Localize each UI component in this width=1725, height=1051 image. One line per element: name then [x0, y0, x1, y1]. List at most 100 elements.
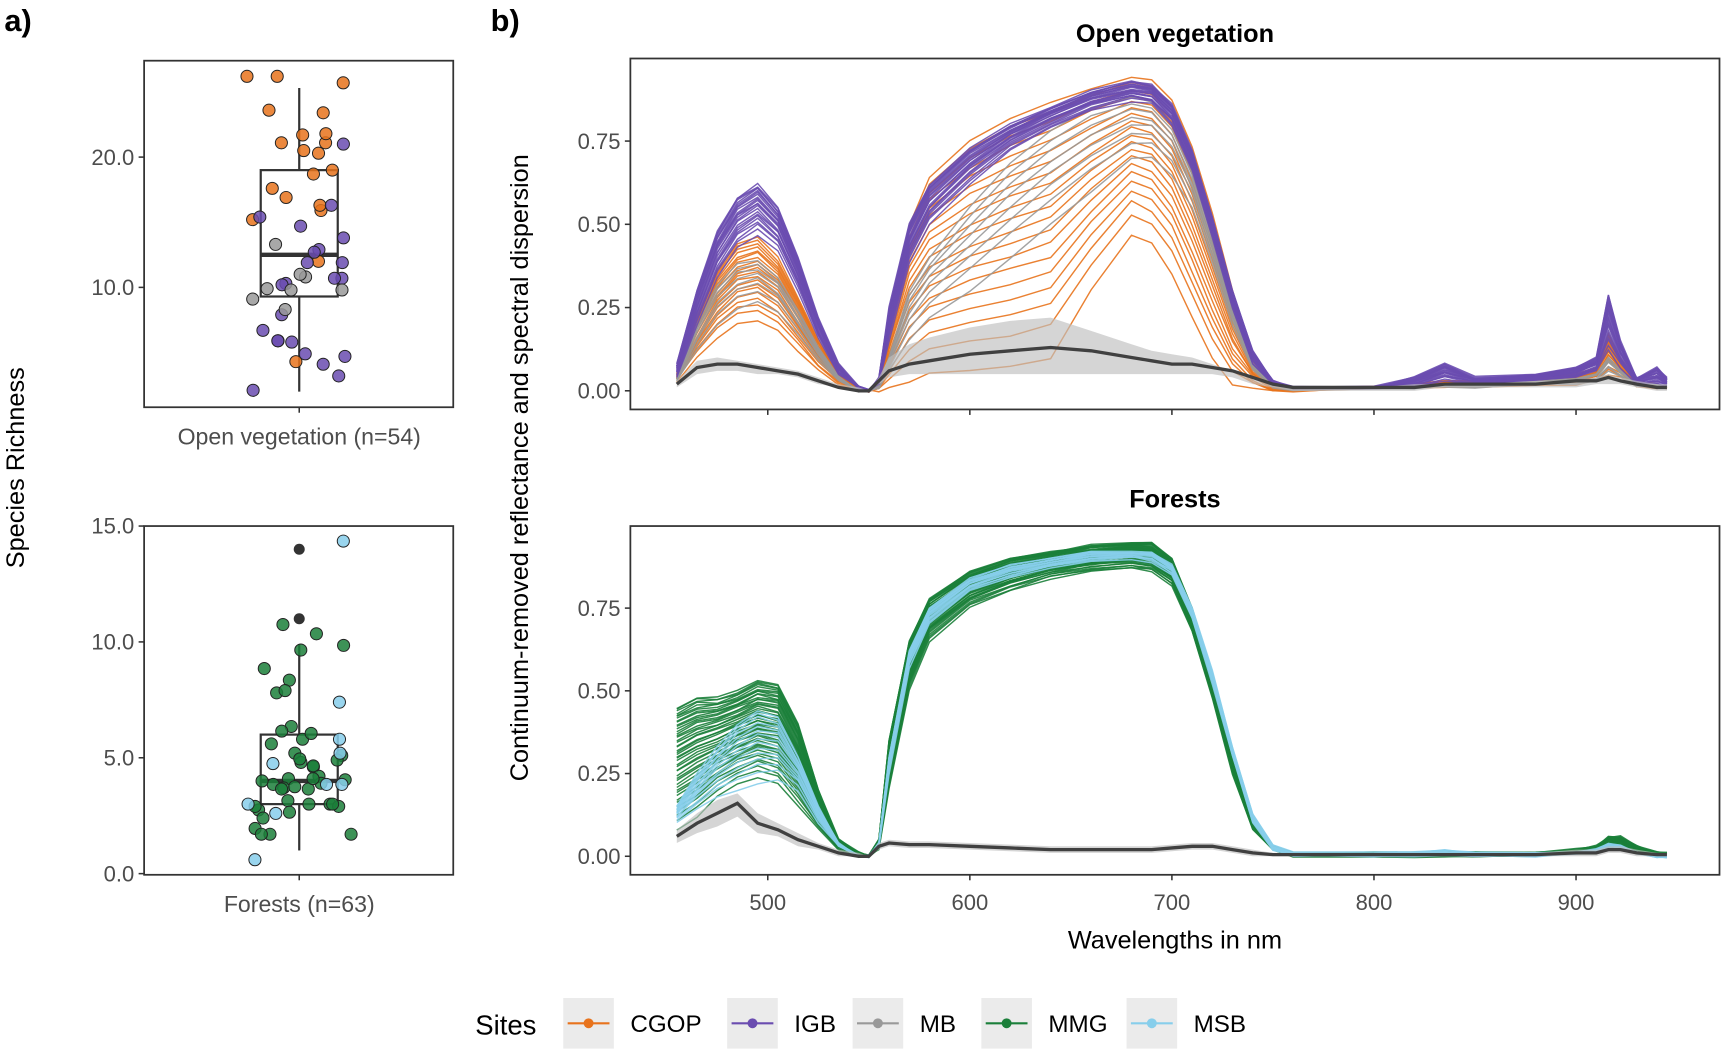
x-tick-label: 600 — [951, 890, 988, 915]
point-cgop — [336, 76, 350, 90]
point-igb — [256, 323, 270, 337]
point-igb — [307, 245, 321, 259]
y-tick-label: 0.00 — [578, 844, 621, 869]
point-mmg — [264, 737, 278, 751]
point-mb — [293, 267, 307, 281]
legend: Sites CGOP IGB MB MMG MSB — [475, 998, 1246, 1049]
point-mmg — [274, 782, 289, 796]
point-mmg — [288, 780, 302, 794]
point-igb — [298, 347, 312, 361]
point-mb — [335, 283, 349, 297]
point-cgop — [262, 103, 276, 117]
y-tick-label: 0.0 — [104, 861, 135, 886]
point-igb — [338, 349, 352, 363]
y-tick-label: 10.0 — [91, 275, 134, 300]
y-tick-label: 5.0 — [104, 745, 135, 770]
point-mmg — [254, 827, 268, 841]
dispersion-band — [676, 317, 1667, 391]
point-mmg — [255, 774, 269, 788]
point-msb — [269, 806, 283, 820]
point-msb — [335, 777, 349, 791]
point-mmg — [293, 752, 307, 766]
legend-label-msb: MSB — [1194, 1011, 1246, 1038]
x-tick-label: 800 — [1356, 890, 1393, 915]
point-msb — [336, 534, 350, 548]
point-msb — [332, 732, 347, 746]
point-mmg — [282, 805, 297, 819]
point-igb — [246, 383, 260, 397]
panel-label-a: a) — [4, 3, 31, 38]
point-igb — [294, 219, 308, 233]
spectra-forests: 0.00 0.25 0.50 0.75 500 600 700 800 900 — [578, 525, 1721, 915]
point-mb — [246, 292, 260, 306]
x-axis-label-b: Wavelengths in nm — [1068, 926, 1282, 954]
x-tick-label: 500 — [749, 890, 786, 915]
point-mmg — [278, 684, 292, 698]
point-igb — [336, 137, 350, 151]
point-cgop — [297, 144, 311, 158]
outlier-point — [293, 543, 305, 555]
spectrum-mb — [676, 103, 1668, 392]
point-mmg — [309, 627, 323, 641]
outlier-point — [293, 613, 305, 625]
panel-label-b: b) — [491, 3, 520, 38]
point-msb — [332, 695, 346, 709]
point-mmg — [257, 662, 271, 676]
point-mmg — [294, 643, 308, 657]
point-cgop — [279, 190, 293, 205]
point-cgop — [240, 69, 254, 83]
legend-title: Sites — [475, 1009, 536, 1040]
point-igb — [332, 369, 346, 383]
point-mb — [284, 283, 298, 297]
facet-title-forests: Forests — [1129, 485, 1220, 513]
y-tick-label: 0.75 — [578, 129, 621, 154]
x-tick-label: 700 — [1154, 890, 1191, 915]
point-mb — [260, 282, 274, 296]
point-mmg — [281, 794, 295, 808]
spectra-open-vegetation: 0.00 0.25 0.50 0.75 — [578, 57, 1721, 415]
x-tick-label: 900 — [1558, 890, 1595, 915]
point-msb — [248, 853, 262, 867]
boxplot-open-vegetation: 10.0 20.0 Open vegetation (n=54) — [91, 59, 455, 450]
point-igb — [324, 198, 338, 212]
point-cgop — [265, 181, 279, 195]
point-cgop — [306, 167, 320, 181]
y-tick-label: 10.0 — [91, 630, 134, 655]
point-cgop — [319, 127, 333, 141]
point-mb — [269, 237, 283, 251]
point-mmg — [302, 797, 316, 811]
point-igb — [271, 334, 285, 348]
y-tick-label: 0.00 — [578, 378, 621, 403]
point-msb — [319, 777, 334, 791]
dispersion-mean-line — [675, 345, 1667, 393]
point-cgop — [296, 128, 310, 142]
legend-key-point — [1146, 1018, 1157, 1029]
point-mmg — [306, 772, 320, 786]
point-cgop — [274, 136, 288, 150]
x-category-label: Forests (n=63) — [224, 891, 375, 917]
legend-label-igb: IGB — [794, 1011, 836, 1038]
point-mmg — [256, 811, 270, 825]
legend-key-point — [872, 1018, 883, 1029]
spectrum-igb — [676, 80, 1668, 392]
point-msb — [266, 757, 280, 771]
point-mb — [278, 302, 292, 317]
point-igb — [335, 256, 349, 270]
y-tick-label: 0.25 — [578, 295, 621, 320]
point-mmg — [337, 638, 351, 652]
y-axis-label-b: Continuum-removed reflectance and spectr… — [506, 154, 534, 781]
legend-label-cgop: CGOP — [630, 1011, 701, 1038]
point-msb — [241, 797, 255, 811]
y-tick-label: 15.0 — [91, 514, 134, 539]
point-igb — [316, 357, 330, 371]
legend-key-point — [583, 1018, 594, 1029]
y-tick-label: 0.50 — [578, 679, 621, 704]
point-igb — [300, 256, 314, 270]
point-cgop — [325, 163, 339, 177]
point-mmg — [306, 759, 320, 773]
y-tick-label: 0.50 — [578, 212, 621, 237]
y-tick-label: 0.25 — [578, 761, 621, 786]
legend-label-mb: MB — [920, 1011, 956, 1038]
point-mmg — [276, 617, 290, 632]
